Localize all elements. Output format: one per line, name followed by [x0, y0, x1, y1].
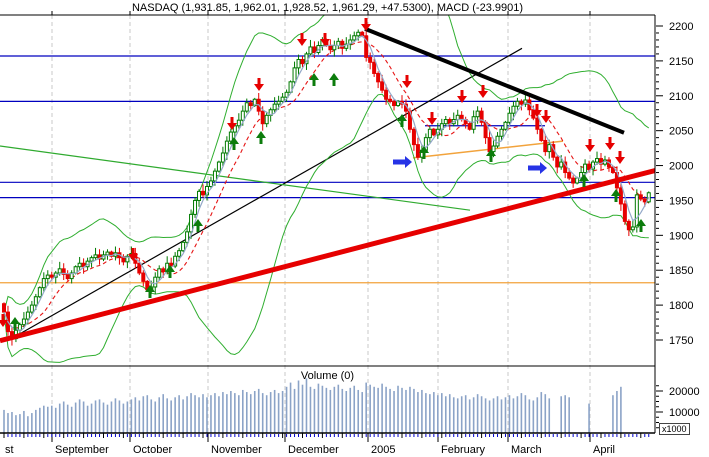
buy-arrow-icon	[419, 146, 429, 159]
month-label: April	[593, 444, 615, 456]
sell-arrow-icon	[0, 314, 8, 327]
sell-arrow-icon	[541, 110, 551, 123]
price-axis: 1750 1800 1850 1900 1950 2000 2050 2100 2150 2200	[656, 21, 693, 347]
sell-arrow-icon	[532, 104, 542, 117]
price-tick-label: 1750	[669, 335, 693, 347]
buy-arrow-icon	[636, 219, 646, 232]
price-tick-label: 1800	[669, 300, 693, 312]
sell-arrow-icon	[615, 151, 625, 164]
sell-arrow-icon	[605, 137, 615, 150]
sell-arrow-icon	[402, 75, 412, 88]
sideways-arrow-icon	[393, 156, 412, 168]
price-tick-label: 2200	[669, 21, 693, 33]
sell-arrow-icon	[254, 78, 264, 91]
buy-arrow-icon	[397, 114, 407, 127]
candlesticks	[2, 29, 651, 346]
buy-arrow-icon	[256, 131, 266, 144]
bollinger-lower-band	[3, 93, 649, 363]
pane-borders	[0, 14, 656, 434]
buy-arrow-icon	[193, 219, 203, 232]
volume-bars	[3, 378, 622, 433]
volume-indicator-label: Volume (0)	[300, 370, 355, 382]
price-pane	[0, 15, 655, 363]
buy-arrow-icon	[486, 149, 496, 162]
price-tick-label: 2050	[669, 126, 693, 138]
volume-tick-label: 20000	[669, 386, 700, 398]
price-tick-label: 1950	[669, 195, 693, 207]
month-label: March	[511, 444, 542, 456]
month-label: October	[133, 444, 172, 456]
volume-axis: 10000 20000	[656, 385, 700, 429]
sell-arrow-icon	[361, 18, 371, 31]
chart-title: NASDAQ (1,931.85, 1,962.01, 1,928.52, 1,…	[131, 2, 524, 14]
month-label: November	[211, 444, 262, 456]
sell-arrow-icon	[427, 112, 437, 125]
price-tick-label: 2100	[669, 91, 693, 103]
buy-arrow-icon	[611, 189, 621, 202]
bollinger-upper-band	[3, 15, 650, 313]
buy-arrow-icon	[145, 285, 155, 298]
slow-ma-dashed-line	[3, 41, 650, 329]
buy-arrow-icon	[579, 174, 589, 187]
sell-arrow-icon	[320, 33, 330, 46]
sell-arrow-icon	[457, 90, 467, 103]
month-label: September	[55, 444, 109, 456]
sell-arrow-icon	[227, 117, 237, 130]
time-axis: st September October November December 2005 Fe…	[3, 11, 650, 456]
price-tick-label: 1850	[669, 265, 693, 277]
fast-ma-line	[3, 35, 650, 333]
month-label: 2005	[371, 444, 395, 456]
sell-arrow-icon	[128, 248, 138, 261]
month-label: December	[288, 444, 339, 456]
buy-arrow-icon	[309, 73, 319, 86]
month-label: February	[441, 444, 486, 456]
sell-arrow-icon	[297, 33, 307, 46]
buy-arrow-icon	[10, 317, 20, 330]
volume-tick-label: 10000	[669, 407, 700, 419]
sideways-arrow-icon	[528, 162, 547, 174]
axis-unit-label: x1000	[659, 423, 690, 435]
buy-arrow-icon	[329, 73, 339, 86]
signal-arrows	[0, 18, 646, 330]
buy-arrow-icon	[165, 265, 175, 278]
month-label: st	[5, 444, 14, 456]
price-tick-label: 2000	[669, 161, 693, 173]
sell-arrow-icon	[585, 139, 595, 152]
sell-arrow-icon	[478, 85, 488, 98]
buy-arrow-icon	[229, 137, 239, 150]
price-tick-label: 2150	[669, 56, 693, 68]
price-tick-label: 1900	[669, 230, 693, 242]
